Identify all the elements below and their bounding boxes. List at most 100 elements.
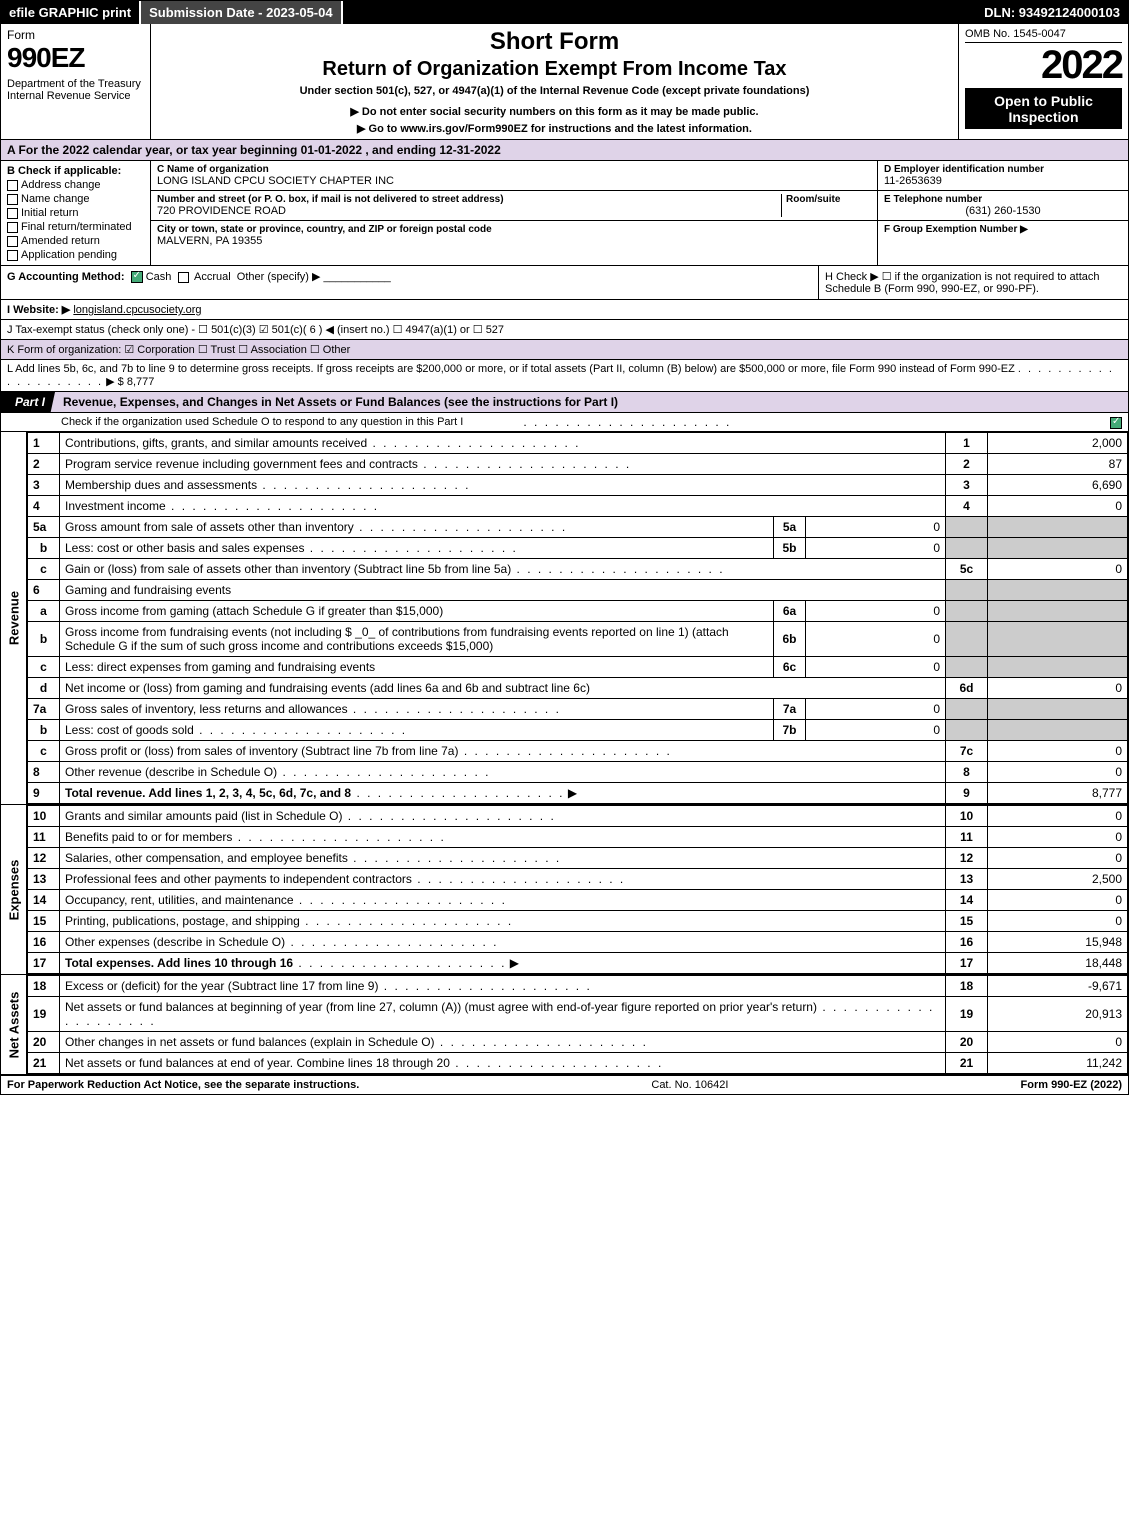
d-ein-label: D Employer identification number <box>884 164 1122 175</box>
shade-5a-amt <box>988 517 1128 538</box>
part-1-header: Part I Revenue, Expenses, and Changes in… <box>1 392 1128 413</box>
line-6a-desc: Gross income from gaming (attach Schedul… <box>65 604 443 618</box>
shade-6b <box>946 622 988 657</box>
line-13-num: 13 <box>28 869 60 890</box>
line-1-desc: Contributions, gifts, grants, and simila… <box>65 436 367 450</box>
line-14-num: 14 <box>28 890 60 911</box>
footer-right: Form 990-EZ (2022) <box>1021 1079 1122 1091</box>
line-7c-num: c <box>28 741 60 762</box>
line-21-desc: Net assets or fund balances at end of ye… <box>65 1056 450 1070</box>
line-19-amount: 20,913 <box>988 997 1128 1032</box>
line-19-num: 19 <box>28 997 60 1032</box>
expenses-group: Expenses 10Grants and similar amounts pa… <box>1 805 1128 975</box>
line-4-desc: Investment income <box>65 499 166 513</box>
row-g-h: G Accounting Method: Cash Accrual Other … <box>1 266 1128 300</box>
line-10-num: 10 <box>28 806 60 827</box>
line-8-ref: 8 <box>946 762 988 783</box>
chk-initial-return[interactable]: Initial return <box>7 207 144 219</box>
header-right: OMB No. 1545-0047 2022 Open to Public In… <box>958 24 1128 139</box>
line-3-num: 3 <box>28 475 60 496</box>
chk-application-pending[interactable]: Application pending <box>7 249 144 261</box>
page-footer: For Paperwork Reduction Act Notice, see … <box>1 1076 1128 1094</box>
row-i-website: I Website: ▶ longisland.cpcusociety.org <box>1 300 1128 320</box>
chk-accrual[interactable] <box>178 272 189 283</box>
line-19-desc: Net assets or fund balances at beginning… <box>65 1000 817 1014</box>
line-1-amount: 2,000 <box>988 433 1128 454</box>
under-section: Under section 501(c), 527, or 4947(a)(1)… <box>157 85 952 97</box>
shade-5b-amt <box>988 538 1128 559</box>
chk-sched-o[interactable] <box>1110 417 1122 429</box>
line-3-amount: 6,690 <box>988 475 1128 496</box>
line-17-ref: 17 <box>946 953 988 974</box>
city-state-zip: MALVERN, PA 19355 <box>157 235 871 247</box>
line-15-num: 15 <box>28 911 60 932</box>
chk-amended-return[interactable]: Amended return <box>7 235 144 247</box>
street-label: Number and street (or P. O. box, if mail… <box>157 194 781 205</box>
shade-7a <box>946 699 988 720</box>
goto-link: ▶ Go to www.irs.gov/Form990EZ for instru… <box>157 122 952 135</box>
chk-address-change[interactable]: Address change <box>7 179 144 191</box>
line-9-num: 9 <box>28 783 60 804</box>
shade-7b-amt <box>988 720 1128 741</box>
shade-6-amt <box>988 580 1128 601</box>
website-link[interactable]: longisland.cpcusociety.org <box>73 304 201 316</box>
row-l-gross-receipts: L Add lines 5b, 6c, and 7b to line 9 to … <box>1 360 1128 392</box>
line-17-amount: 18,448 <box>988 953 1128 974</box>
line-1-num: 1 <box>28 433 60 454</box>
line-14-amount: 0 <box>988 890 1128 911</box>
org-name: LONG ISLAND CPCU SOCIETY CHAPTER INC <box>157 175 871 187</box>
line-5b-ref: 5b <box>774 538 806 559</box>
line-20-num: 20 <box>28 1032 60 1053</box>
phone-value: (631) 260-1530 <box>884 205 1122 217</box>
line-13-amount: 2,500 <box>988 869 1128 890</box>
line-5c-desc: Gain or (loss) from sale of assets other… <box>65 562 511 576</box>
line-2-desc: Program service revenue including govern… <box>65 457 418 471</box>
line-6d-amount: 0 <box>988 678 1128 699</box>
line-11-amount: 0 <box>988 827 1128 848</box>
line-6b-num: b <box>28 622 60 657</box>
line-18-amount: -9,671 <box>988 976 1128 997</box>
line-5b-desc: Less: cost or other basis and sales expe… <box>65 541 304 555</box>
room-label: Room/suite <box>786 194 871 205</box>
line-21-ref: 21 <box>946 1053 988 1074</box>
net-assets-sidebar: Net Assets <box>1 975 27 1074</box>
line-3-ref: 3 <box>946 475 988 496</box>
shade-5a <box>946 517 988 538</box>
chk-cash[interactable] <box>131 271 143 283</box>
line-10-amount: 0 <box>988 806 1128 827</box>
omb-number: OMB No. 1545-0047 <box>965 28 1122 43</box>
line-20-desc: Other changes in net assets or fund bala… <box>65 1035 435 1049</box>
efile-print[interactable]: efile GRAPHIC print <box>1 1 139 24</box>
line-7a-desc: Gross sales of inventory, less returns a… <box>65 702 348 716</box>
line-14-ref: 14 <box>946 890 988 911</box>
column-c-name-address: C Name of organization LONG ISLAND CPCU … <box>151 161 878 265</box>
part-1-title: Revenue, Expenses, and Changes in Net As… <box>55 392 626 412</box>
line-4-amount: 0 <box>988 496 1128 517</box>
column-d-e-f: D Employer identification number 11-2653… <box>878 161 1128 265</box>
line-6-num: 6 <box>28 580 60 601</box>
chk-name-change[interactable]: Name change <box>7 193 144 205</box>
line-7b-desc: Less: cost of goods sold <box>65 723 194 737</box>
line-7b-ref: 7b <box>774 720 806 741</box>
line-7a-num: 7a <box>28 699 60 720</box>
line-15-ref: 15 <box>946 911 988 932</box>
expenses-sidebar: Expenses <box>1 805 27 974</box>
line-6-desc: Gaming and fundraising events <box>60 580 946 601</box>
form-header: Form 990EZ Department of the Treasury In… <box>1 24 1128 140</box>
line-8-desc: Other revenue (describe in Schedule O) <box>65 765 277 779</box>
line-4-num: 4 <box>28 496 60 517</box>
line-9-amount: 8,777 <box>988 783 1128 804</box>
header-left: Form 990EZ Department of the Treasury In… <box>1 24 151 139</box>
row-j-tax-exempt: J Tax-exempt status (check only one) - ☐… <box>1 320 1128 340</box>
row-a-calendar-year: A For the 2022 calendar year, or tax yea… <box>1 140 1128 161</box>
l-amount: 8,777 <box>127 376 155 388</box>
chk-final-return[interactable]: Final return/terminated <box>7 221 144 233</box>
line-3-desc: Membership dues and assessments <box>65 478 257 492</box>
line-6b-desc: Gross income from fundraising events (no… <box>65 625 729 653</box>
c-name-label: C Name of organization <box>157 164 871 175</box>
line-8-amount: 0 <box>988 762 1128 783</box>
row-k-form-org: K Form of organization: ☑ Corporation ☐ … <box>1 340 1128 360</box>
line-16-ref: 16 <box>946 932 988 953</box>
do-not-enter: ▶ Do not enter social security numbers o… <box>157 105 952 118</box>
goto-text[interactable]: ▶ Go to www.irs.gov/Form990EZ for instru… <box>357 123 752 135</box>
